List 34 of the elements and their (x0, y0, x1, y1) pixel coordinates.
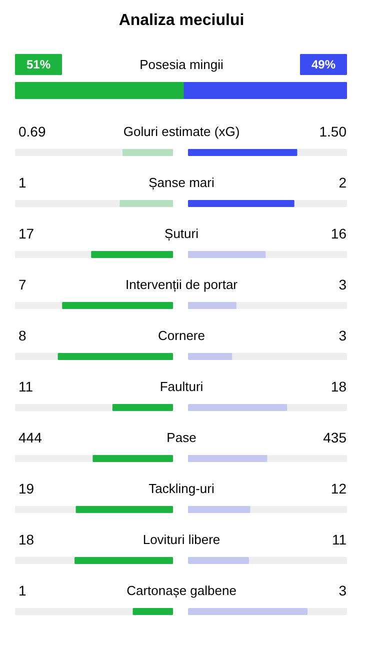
data-label: 435 (323, 430, 347, 446)
data-label: 11 (332, 532, 347, 548)
data-label: 17 (18, 226, 34, 242)
category-label: Tackling-uri (148, 481, 214, 496)
category-label: Intervenții de portar (126, 277, 238, 292)
data-label: 3 (338, 328, 347, 344)
data-label: 7 (18, 276, 26, 292)
category-label: Șuturi (164, 226, 199, 241)
category-label: Goluri estimate (xG) (123, 124, 240, 139)
data-label: 18 (330, 378, 347, 394)
category-label: Pase (166, 430, 196, 445)
data-label: 3 (338, 582, 347, 598)
data-label: 8 (18, 328, 26, 344)
category-label: Șanse mari (148, 175, 214, 190)
text: Analiza meciului (118, 12, 244, 29)
category-label: Cartonașe galbene (126, 583, 236, 598)
data-label: 444 (18, 430, 42, 446)
data-label: 19 (18, 480, 34, 496)
data-label: 1 (18, 174, 26, 190)
data-label: 1 (18, 582, 26, 598)
data-label: 18 (18, 532, 34, 548)
category-label: Cornere (158, 328, 205, 343)
data-label: 12 (330, 480, 347, 496)
data-label: 49% (311, 58, 336, 72)
data-label: 16 (330, 226, 347, 242)
category-label: Posesia mingii (140, 57, 224, 72)
data-label: 2 (338, 174, 347, 190)
data-label: 11 (18, 378, 34, 394)
data-label: 1.50 (319, 124, 347, 140)
data-label: 0.69 (18, 124, 46, 140)
category-label: Lovituri libere (142, 532, 220, 547)
category-label: Faulturi (160, 379, 204, 394)
data-label: 51% (26, 58, 51, 72)
data-label: 3 (338, 276, 347, 292)
